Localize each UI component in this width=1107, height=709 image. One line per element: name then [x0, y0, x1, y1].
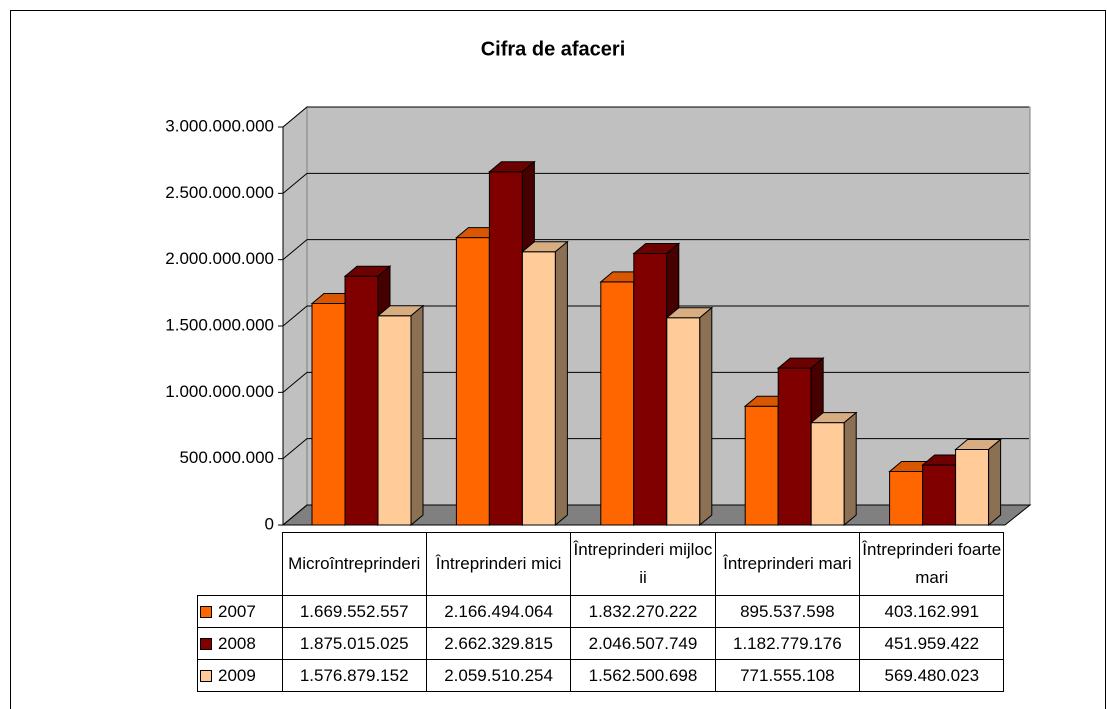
legend-entry: 2008 [197, 627, 283, 660]
table-value: 2.059.510.254 [425, 659, 572, 692]
table-value: 2.046.507.749 [570, 627, 716, 660]
legend-label: 2007 [218, 601, 256, 621]
bar [455, 237, 490, 526]
legend-label: 2009 [218, 665, 256, 685]
y-tick-label: 0 [265, 514, 274, 533]
table-value: 2.166.494.064 [425, 595, 572, 628]
table-value: 771.555.108 [714, 659, 861, 692]
table-row: 2009 1.576.879.152 2.059.510.254 1.562.500.… [197, 659, 1005, 692]
bar [777, 367, 812, 526]
grid-line [282, 239, 1029, 261]
table-value: 1.562.500.698 [570, 659, 716, 692]
bar-side [843, 411, 857, 527]
grid-line [282, 106, 1029, 128]
bar-side [554, 240, 568, 527]
y-tick-label: 3.000.000.000 [165, 116, 274, 135]
bar [955, 448, 990, 526]
category-label: Întreprinderi mijlocii [570, 532, 716, 596]
table-value: 895.537.598 [714, 595, 861, 628]
bar [633, 252, 668, 526]
bar-side [410, 304, 424, 527]
legend-key [200, 638, 212, 651]
bar [488, 171, 523, 526]
table-value: 403.162.991 [859, 595, 1005, 628]
data-table: Microîntreprinderi Întreprinderi mici Într… [197, 532, 1005, 692]
table-header-row: Microîntreprinderi Întreprinderi mici Într… [197, 532, 1005, 596]
table-value: 1.182.779.176 [714, 627, 861, 660]
table-value: 1.875.015.025 [281, 627, 427, 660]
bar [922, 464, 957, 526]
legend-label: 2008 [218, 633, 256, 653]
legend-entry: 2007 [197, 595, 283, 628]
table-value: 569.480.023 [859, 659, 1005, 692]
bar [311, 303, 346, 526]
table-corner [197, 532, 283, 596]
table-value: 1.832.270.222 [570, 595, 716, 628]
table-value: 2.662.329.815 [425, 627, 572, 660]
bar [889, 471, 924, 526]
table-value: 451.959.422 [859, 627, 1005, 660]
table-row: 2007 1.669.552.557 2.166.494.064 1.832.270.… [197, 595, 1005, 628]
bar [344, 275, 379, 526]
legend-key [200, 606, 212, 619]
category-label: Întreprinderi mici [425, 532, 572, 596]
y-tick-label: 1.500.000.000 [165, 315, 274, 334]
bar [377, 315, 412, 526]
legend-entry: 2009 [197, 659, 283, 692]
bar-side [699, 306, 713, 527]
y-tick-label: 2.000.000.000 [165, 249, 274, 268]
category-label: Întreprinderi foarte mari [859, 532, 1005, 596]
bar [744, 405, 779, 526]
y-tick-label: 500.000.000 [179, 448, 274, 467]
table-value: 1.669.552.557 [281, 595, 427, 628]
grid-line [282, 172, 1029, 194]
category-label: Întreprinderi mari [714, 532, 861, 596]
table-row: 2008 1.875.015.025 2.662.329.815 2.046.507.… [197, 627, 1005, 660]
y-tick-label: 2.500.000.000 [165, 183, 274, 202]
grid-line [282, 305, 1029, 327]
chart-title: Cifra de afaceri [481, 38, 626, 60]
legend-key [200, 670, 212, 683]
table-value: 1.576.879.152 [281, 659, 427, 692]
bar-side [988, 438, 1002, 527]
category-label: Microîntreprinderi [281, 532, 427, 596]
bar [810, 422, 845, 526]
bar [521, 251, 556, 526]
bar [666, 317, 701, 526]
y-tick-label: 1.000.000.000 [165, 382, 274, 401]
bar [600, 281, 635, 526]
